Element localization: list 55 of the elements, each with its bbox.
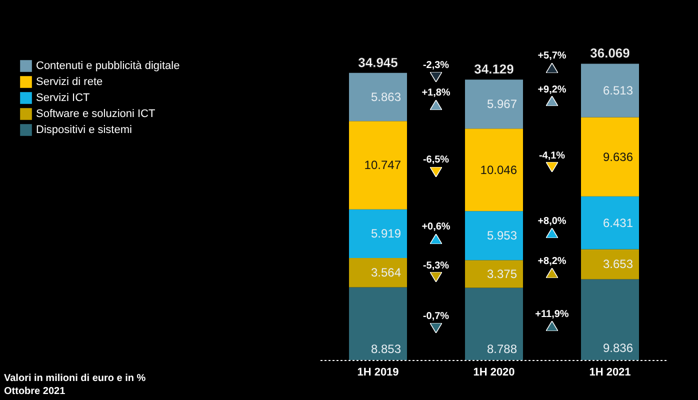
data-label: 3.653 — [602, 257, 634, 272]
annotation: +8,0% — [538, 216, 566, 228]
legend-label: Software e soluzioni ICT — [36, 108, 156, 120]
data-label: 6.513 — [602, 83, 634, 98]
data-label: 5.967 — [486, 97, 518, 112]
bar — [581, 117, 639, 196]
data-label: 9.636 — [602, 150, 634, 164]
data-label: 5.919 — [370, 226, 402, 241]
bar — [581, 64, 639, 118]
data-label: 8.853 — [370, 342, 402, 356]
text: Ottobre 2021 — [4, 385, 66, 398]
x-tick-label: 1H 2020 — [473, 366, 515, 378]
annotation: +8,2% — [538, 256, 566, 268]
bar — [465, 211, 523, 260]
annotation: +1,8% — [422, 88, 450, 99]
total-label: 34.945 — [358, 54, 398, 70]
annotation: -2,3% — [422, 60, 450, 71]
bar — [465, 260, 523, 288]
x-tick-label: 1H 2019 — [357, 366, 399, 378]
data-label: 10.747 — [364, 158, 402, 172]
legend-label: Contenuti e pubblicità digitale — [36, 60, 180, 72]
data-label: 3.375 — [486, 266, 518, 281]
data-label: 5.863 — [370, 90, 402, 104]
legend-label: Dispositivi e sistemi — [36, 124, 132, 136]
bar — [581, 196, 639, 250]
x-tick-label: 1H 2021 — [589, 366, 631, 378]
data-label: 5.953 — [486, 228, 518, 243]
legend-label: Servizi di rete — [36, 76, 103, 88]
bar — [349, 121, 407, 210]
total-label: 36.069 — [590, 46, 630, 61]
data-label: 10.046 — [480, 162, 518, 177]
annotation: +9,2% — [538, 84, 566, 96]
data-label: 6.431 — [602, 216, 634, 230]
annotation: -5,3% — [422, 260, 450, 272]
data-label: 9.836 — [602, 340, 634, 355]
bar — [465, 80, 523, 129]
bar — [349, 258, 407, 288]
bar — [349, 287, 407, 360]
bar — [465, 128, 523, 212]
data-label: 8.788 — [486, 342, 518, 356]
annotation: -6,5% — [422, 154, 450, 166]
text: Valori in milioni di euro e in % — [4, 372, 146, 385]
text: +5,7% — [538, 50, 566, 62]
annotation: +11,9% — [535, 308, 569, 320]
annotation: -4,1% — [538, 150, 566, 162]
annotation: -0,7% — [422, 310, 450, 322]
total-label: 34.129 — [474, 62, 514, 77]
legend-label: Servizi ICT — [36, 92, 90, 104]
annotation: +0,6% — [422, 222, 450, 233]
bar — [349, 72, 407, 122]
bar — [581, 279, 639, 360]
bar — [349, 209, 407, 258]
data-label: 3.564 — [370, 266, 402, 280]
bar — [465, 288, 523, 360]
bar — [581, 249, 639, 280]
